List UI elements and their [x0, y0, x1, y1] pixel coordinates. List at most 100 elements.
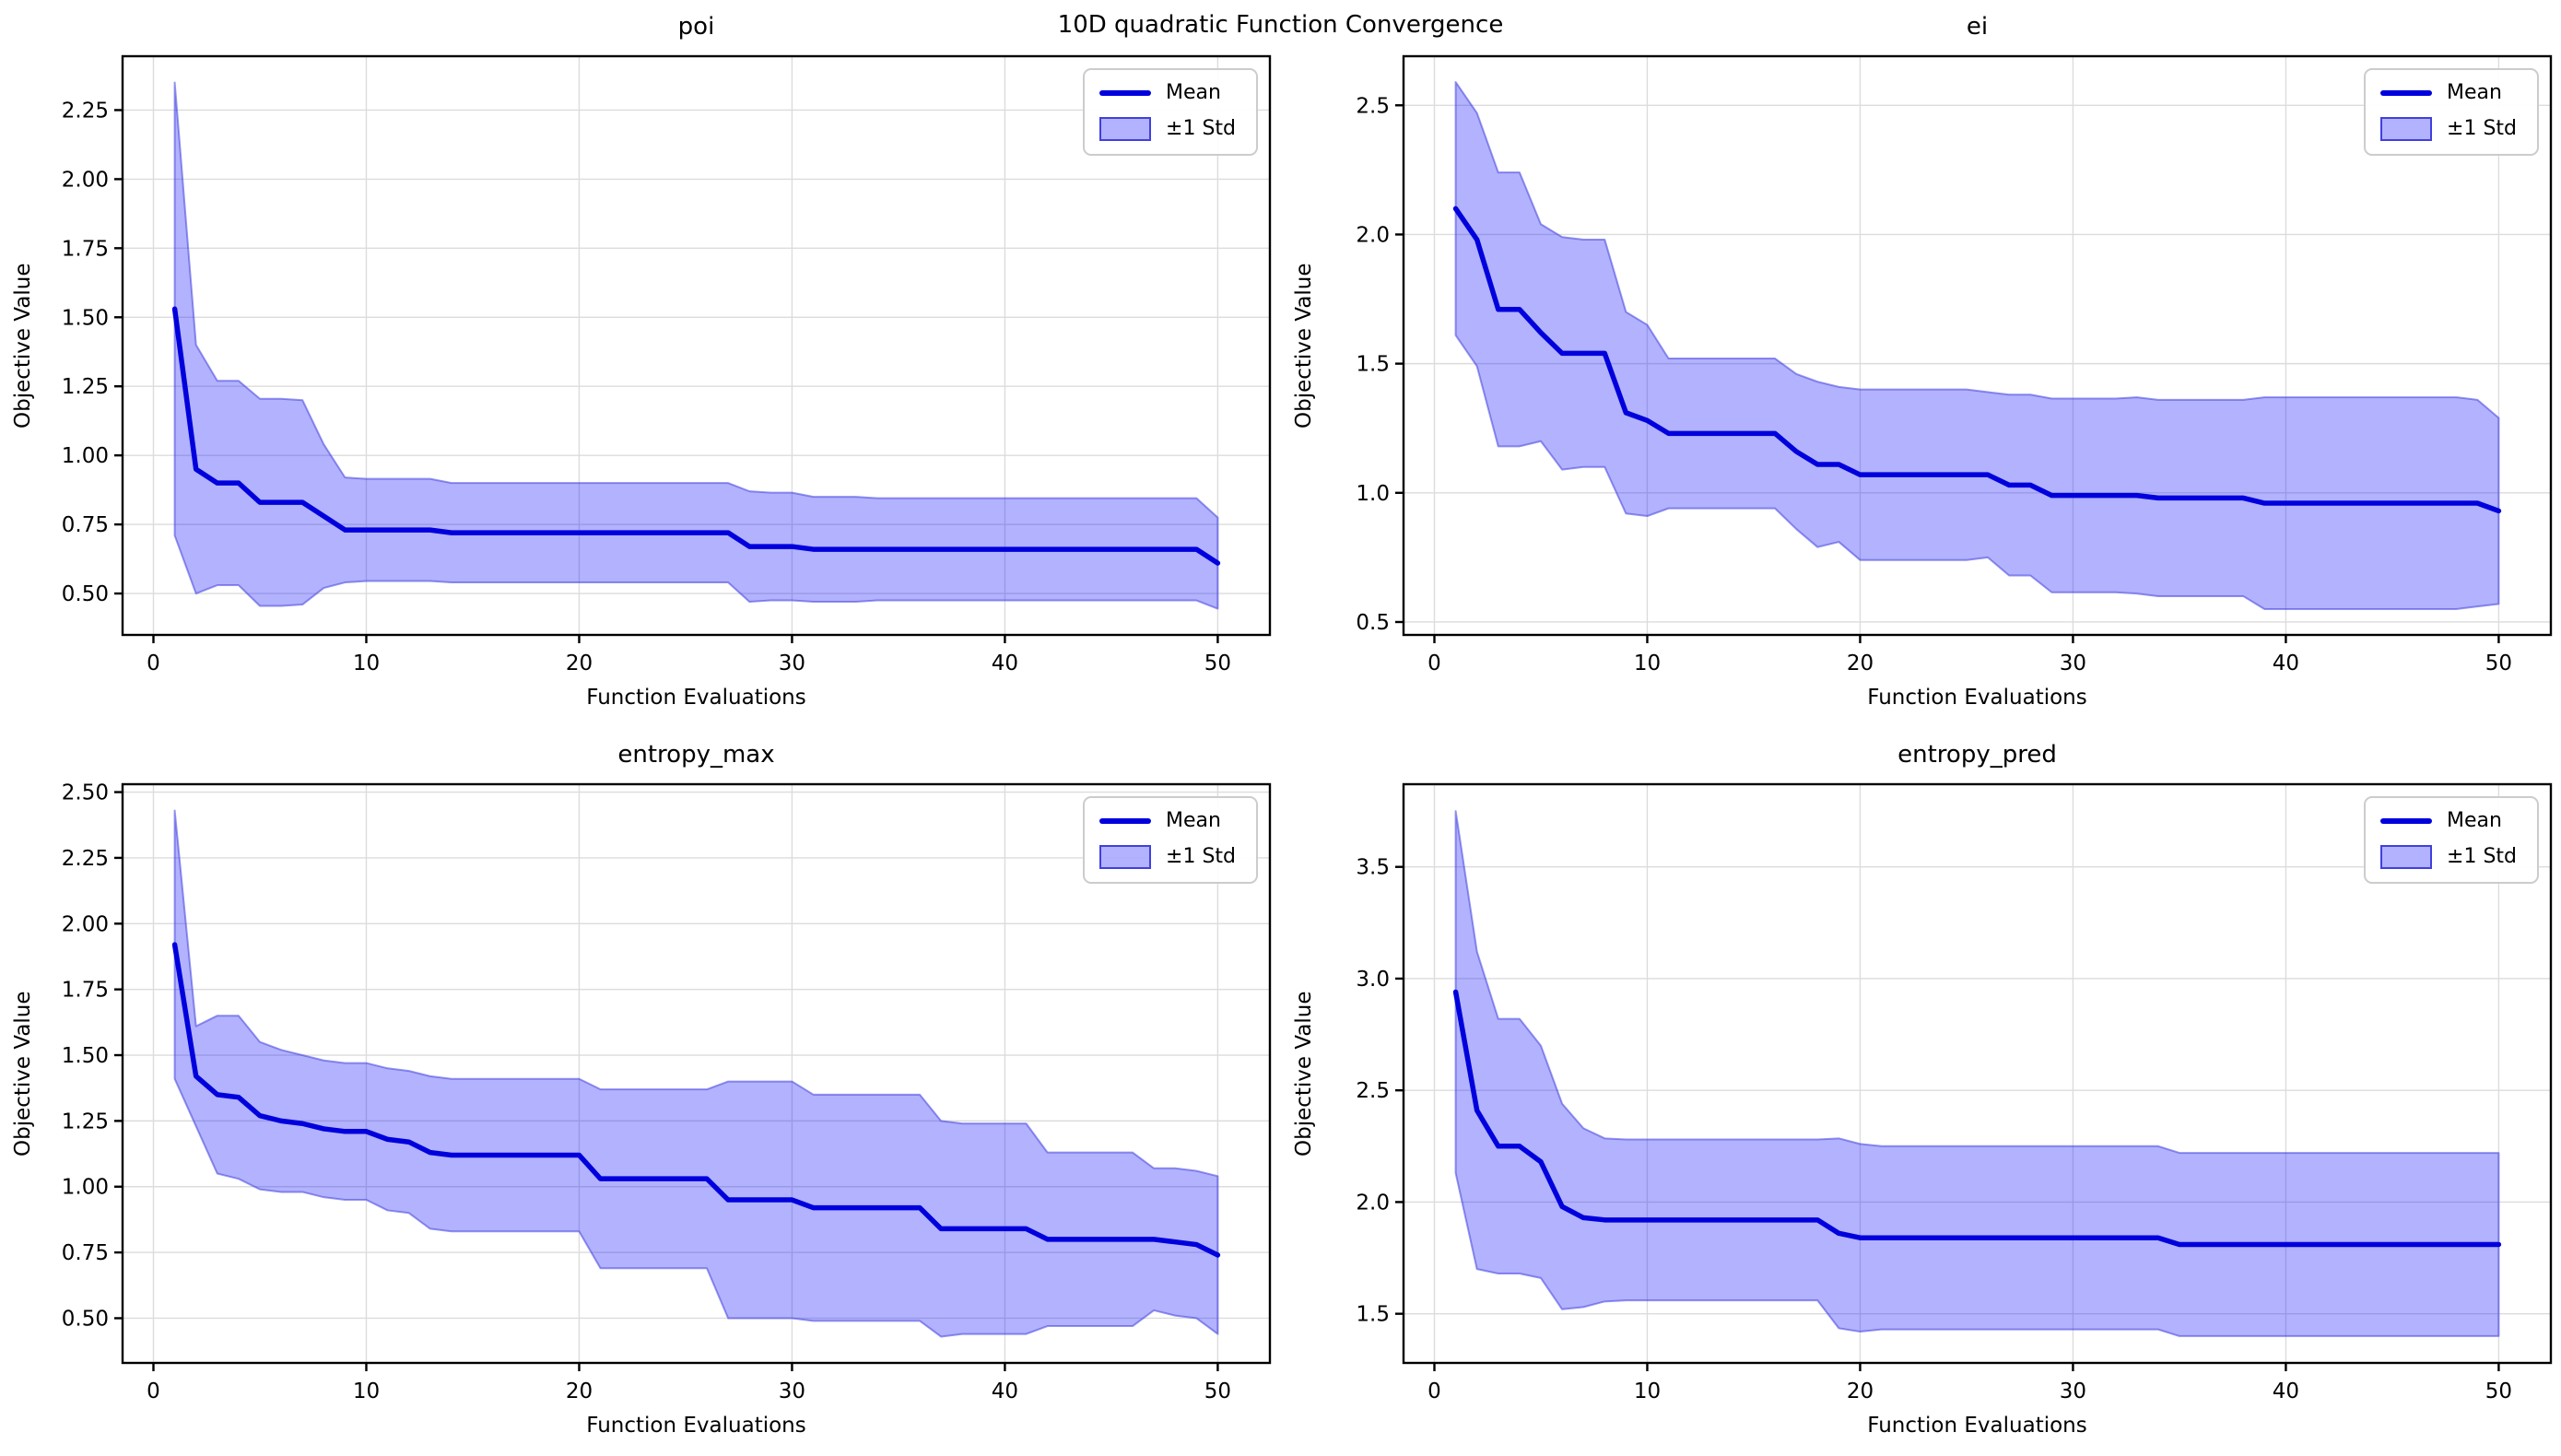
- svg-text:10: 10: [1634, 652, 1661, 675]
- legend-label-std: ±1 Std: [1166, 845, 1236, 868]
- std-band-swatch: [2380, 845, 2433, 869]
- svg-text:2.0: 2.0: [1356, 1191, 1390, 1215]
- svg-text:1.5: 1.5: [1356, 353, 1390, 377]
- svg-text:40: 40: [2273, 652, 2299, 675]
- svg-text:30: 30: [779, 1380, 805, 1403]
- legend: Mean ±1 Std: [1083, 796, 1258, 884]
- svg-text:1.50: 1.50: [62, 306, 109, 330]
- y-axis-label: Objective Value: [11, 263, 35, 429]
- svg-text:20: 20: [1847, 1380, 1874, 1403]
- legend-entry-mean: Mean: [2380, 83, 2517, 103]
- svg-text:1.75: 1.75: [62, 979, 109, 1003]
- svg-text:2.0: 2.0: [1356, 223, 1390, 247]
- std-band-swatch: [2380, 117, 2433, 141]
- plot-canvas-entropy-pred: 0 10 20 30 40 50 1.5 2.0 2.5 3.0 3.5: [1356, 782, 2553, 1403]
- y-axis-label: Objective Value: [1292, 991, 1316, 1157]
- svg-text:10: 10: [353, 1380, 380, 1403]
- svg-text:3.0: 3.0: [1356, 968, 1390, 992]
- svg-text:10: 10: [353, 652, 380, 675]
- svg-text:2.5: 2.5: [1356, 1079, 1390, 1103]
- svg-text:1.25: 1.25: [62, 375, 109, 399]
- svg-text:2.00: 2.00: [62, 912, 109, 936]
- svg-text:2.00: 2.00: [62, 168, 109, 192]
- plot-canvas-ei: 0 10 20 30 40 50 0.5 1.0 1.5 2.0 2.5: [1356, 54, 2553, 675]
- legend-label-std: ±1 Std: [2447, 845, 2517, 868]
- svg-text:2.5: 2.5: [1356, 94, 1390, 118]
- subplot-title-entropy-pred: entropy_pred: [1897, 741, 2057, 769]
- svg-text:40: 40: [2273, 1380, 2299, 1403]
- svg-text:1.0: 1.0: [1356, 482, 1390, 506]
- subplot-entropy-pred: 0 10 20 30 40 50 1.5 2.0 2.5 3.0 3.5 entropy_pred …: [1281, 728, 2561, 1456]
- x-axis-label: Function Evaluations: [586, 1414, 806, 1438]
- svg-text:10: 10: [1634, 1380, 1661, 1403]
- legend-label-std: ±1 Std: [2447, 117, 2517, 140]
- svg-text:50: 50: [1204, 652, 1231, 675]
- legend-entry-std: ±1 Std: [2380, 117, 2517, 141]
- legend-entry-std: ±1 Std: [2380, 845, 2517, 869]
- std-band-swatch: [1099, 845, 1152, 869]
- legend-entry-mean: Mean: [2380, 811, 2517, 831]
- legend-label-mean: Mean: [1166, 81, 1221, 104]
- legend-label-mean: Mean: [1166, 809, 1221, 832]
- svg-text:1.25: 1.25: [62, 1110, 109, 1133]
- svg-text:0.75: 0.75: [62, 513, 109, 537]
- svg-text:30: 30: [2060, 652, 2086, 675]
- legend: Mean ±1 Std: [2364, 68, 2539, 156]
- y-axis-label: Objective Value: [1292, 263, 1316, 429]
- x-axis-label: Function Evaluations: [1867, 686, 2087, 710]
- mean-line-swatch: [2380, 818, 2433, 824]
- legend-entry-mean: Mean: [1099, 811, 1236, 831]
- svg-text:3.5: 3.5: [1356, 856, 1390, 880]
- svg-text:0.5: 0.5: [1356, 611, 1390, 635]
- subplot-title-entropy-max: entropy_max: [617, 741, 775, 769]
- svg-text:40: 40: [992, 652, 1018, 675]
- svg-text:0.75: 0.75: [62, 1241, 109, 1265]
- plot-canvas-poi: 0 10 20 30 40 50 0.50 0.75 1.00 1.25 1.50 1.75 2.00 2…: [62, 54, 1272, 675]
- svg-text:20: 20: [566, 652, 593, 675]
- subplot-entropy-max: 0 10 20 30 40 50 0.50 0.75 1.00 1.25 1.50 1.75 2.00 2…: [0, 728, 1280, 1456]
- plot-canvas-entropy-max: 0 10 20 30 40 50 0.50 0.75 1.00 1.25 1.50 1.75 2.00 2…: [62, 781, 1272, 1403]
- svg-text:50: 50: [2485, 652, 2512, 675]
- legend-label-mean: Mean: [2447, 81, 2502, 104]
- svg-text:1.5: 1.5: [1356, 1303, 1390, 1327]
- x-axis-label: Function Evaluations: [586, 686, 806, 710]
- svg-text:0: 0: [1427, 652, 1441, 675]
- mean-line-swatch: [1099, 818, 1152, 824]
- svg-text:1.50: 1.50: [62, 1044, 109, 1068]
- subplot-ei: 0 10 20 30 40 50 0.5 1.0 1.5 2.0 2.5 ei Objective …: [1281, 0, 2561, 728]
- svg-text:1.00: 1.00: [62, 1176, 109, 1200]
- svg-text:20: 20: [566, 1380, 593, 1403]
- subplot-title-ei: ei: [1966, 13, 1989, 41]
- svg-text:20: 20: [1847, 652, 1874, 675]
- svg-text:1.00: 1.00: [62, 444, 109, 468]
- subplot-poi: 0 10 20 30 40 50 0.50 0.75 1.00 1.25 1.50 1.75 2.00 2…: [0, 0, 1280, 728]
- svg-text:0.50: 0.50: [62, 582, 109, 606]
- legend-entry-mean: Mean: [1099, 83, 1236, 103]
- svg-text:50: 50: [2485, 1380, 2512, 1403]
- mean-line-swatch: [1099, 90, 1152, 96]
- svg-text:1.75: 1.75: [62, 237, 109, 261]
- legend-label-mean: Mean: [2447, 809, 2502, 832]
- y-axis-label: Objective Value: [11, 991, 35, 1157]
- svg-text:2.25: 2.25: [62, 99, 109, 123]
- svg-text:50: 50: [1204, 1380, 1231, 1403]
- mean-line-swatch: [2380, 90, 2433, 96]
- svg-text:30: 30: [779, 652, 805, 675]
- legend: Mean ±1 Std: [2364, 796, 2539, 884]
- x-axis-label: Function Evaluations: [1867, 1414, 2087, 1438]
- svg-text:40: 40: [992, 1380, 1018, 1403]
- std-band-swatch: [1099, 117, 1152, 141]
- svg-text:0: 0: [1427, 1380, 1441, 1403]
- svg-text:30: 30: [2060, 1380, 2086, 1403]
- svg-text:0: 0: [147, 652, 160, 675]
- svg-text:0.50: 0.50: [62, 1307, 109, 1331]
- legend-label-std: ±1 Std: [1166, 117, 1236, 140]
- subplot-title-poi: poi: [677, 13, 715, 41]
- svg-text:0: 0: [147, 1380, 160, 1403]
- legend-entry-std: ±1 Std: [1099, 845, 1236, 869]
- legend-entry-std: ±1 Std: [1099, 117, 1236, 141]
- svg-text:2.25: 2.25: [62, 847, 109, 871]
- svg-text:2.50: 2.50: [62, 781, 109, 805]
- legend: Mean ±1 Std: [1083, 68, 1258, 156]
